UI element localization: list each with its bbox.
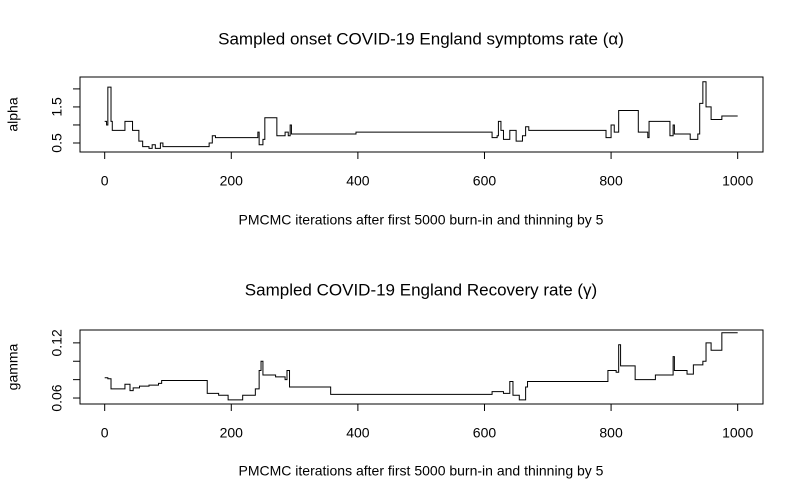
trace-line xyxy=(104,332,738,401)
x-tick-label: 800 xyxy=(599,425,623,441)
plot-frame xyxy=(79,76,764,153)
y-tick-label: 0.12 xyxy=(49,329,65,356)
x-tick-label: 400 xyxy=(346,425,370,441)
x-axis-label: PMCMC iterations after first 5000 burn-i… xyxy=(239,212,604,228)
y-axis-label: gamma xyxy=(5,343,21,390)
chart-title: Sampled onset COVID-19 England symptoms … xyxy=(218,29,624,48)
x-tick-label: 0 xyxy=(101,425,109,441)
x-tick-label: 800 xyxy=(599,173,623,189)
x-tick-label: 0 xyxy=(101,173,109,189)
x-tick-label: 200 xyxy=(220,173,244,189)
y-axis-label: alpha xyxy=(5,97,21,131)
y-tick-label: 0.5 xyxy=(49,133,65,153)
trace-line xyxy=(104,81,738,149)
plot-frame xyxy=(79,329,764,405)
x-tick-label: 600 xyxy=(473,425,497,441)
x-tick-label: 200 xyxy=(220,425,244,441)
x-tick-label: 600 xyxy=(473,173,497,189)
x-axis-label: PMCMC iterations after first 5000 burn-i… xyxy=(239,463,604,479)
x-tick-label: 400 xyxy=(346,173,370,189)
chart-title: Sampled COVID-19 England Recovery rate (… xyxy=(245,280,597,299)
x-tick-label: 1000 xyxy=(722,173,753,189)
y-tick-label: 0.06 xyxy=(49,384,65,411)
y-tick-label: 1.5 xyxy=(49,97,65,117)
x-tick-label: 1000 xyxy=(722,425,753,441)
